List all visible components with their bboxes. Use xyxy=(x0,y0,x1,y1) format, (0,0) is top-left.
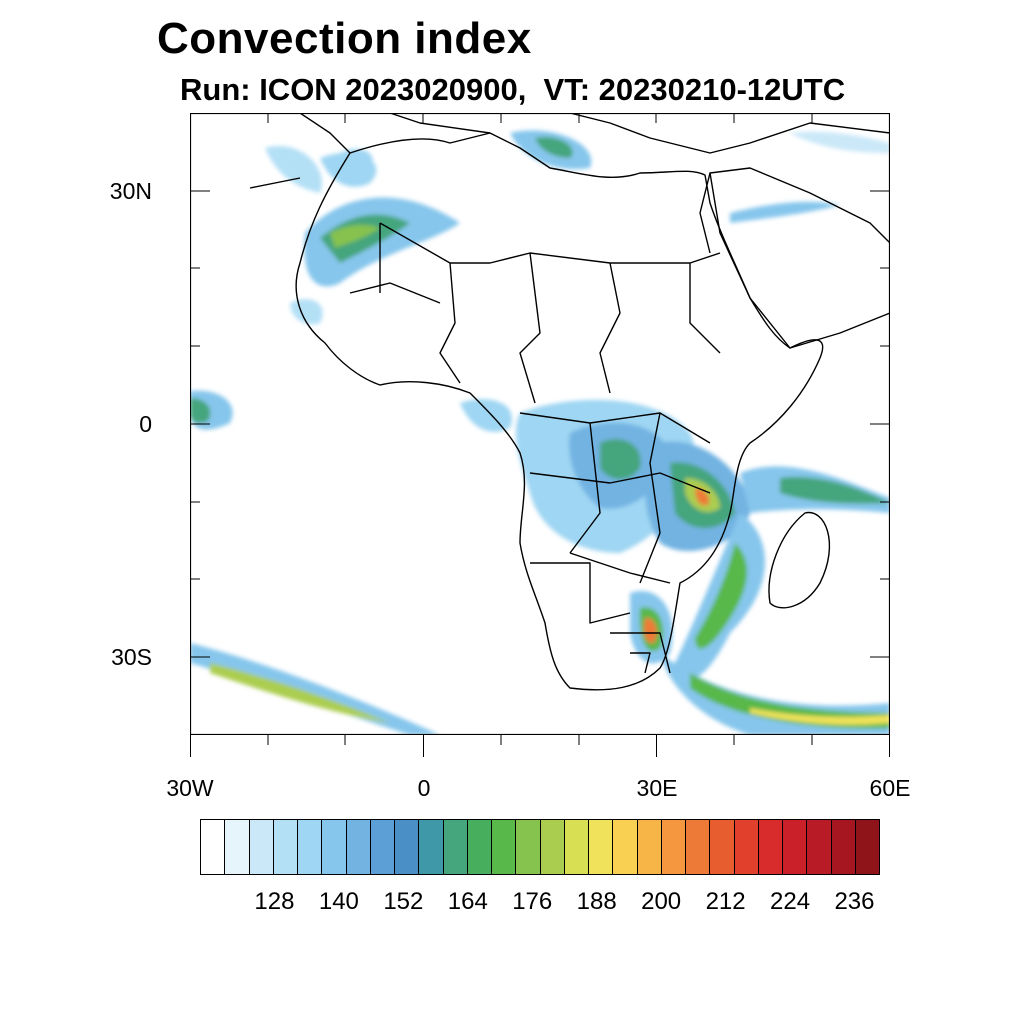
colorbar-label: 212 xyxy=(705,888,746,915)
colorbar-box xyxy=(322,820,347,874)
colorbar-box xyxy=(734,820,759,874)
convection-field xyxy=(190,130,890,735)
colorbar-box xyxy=(273,820,298,874)
colorbar-box xyxy=(540,820,565,874)
colorbar-label: 140 xyxy=(318,888,359,915)
colorbar-box xyxy=(346,820,371,874)
tick-marks xyxy=(190,113,890,658)
colorbar-label: 224 xyxy=(770,888,811,915)
lat-label-0: 0 xyxy=(139,411,152,437)
colorbar-box xyxy=(225,820,250,874)
lon-label-60e: 60E xyxy=(869,775,911,801)
colorbar-box xyxy=(758,820,783,874)
bottom-ticks xyxy=(190,735,890,757)
colorbar-box xyxy=(686,820,711,874)
lat-label-30n: 30N xyxy=(109,178,152,204)
colorbar-box xyxy=(637,820,662,874)
colorbar-box xyxy=(564,820,589,874)
colorbar-label: 152 xyxy=(383,888,424,915)
coastlines-borders xyxy=(249,113,890,691)
colorbar xyxy=(200,819,880,875)
map-title: Convection index xyxy=(157,14,532,63)
colorbar-box xyxy=(492,820,517,874)
colorbar-box xyxy=(589,820,614,874)
colorbar-box xyxy=(661,820,686,874)
colorbar-box xyxy=(710,820,735,874)
colorbar-box xyxy=(443,820,468,874)
colorbar-box xyxy=(783,820,808,874)
colorbar-label: 128 xyxy=(254,888,295,915)
colorbar-box xyxy=(613,820,638,874)
colorbar-box xyxy=(201,820,226,874)
colorbar-box xyxy=(516,820,541,874)
colorbar-box xyxy=(419,820,444,874)
colorbar-box xyxy=(467,820,492,874)
colorbar-box xyxy=(249,820,274,874)
colorbar-box xyxy=(370,820,395,874)
colorbar-box xyxy=(395,820,420,874)
lat-label-30s: 30S xyxy=(111,644,152,670)
colorbar-box xyxy=(298,820,323,874)
map-svg xyxy=(190,113,890,735)
map-border xyxy=(190,113,890,735)
colorbar-box xyxy=(831,820,856,874)
colorbar-box xyxy=(855,820,879,874)
colorbar-label: 200 xyxy=(641,888,682,915)
colorbar-box xyxy=(807,820,832,874)
colorbar-label: 164 xyxy=(447,888,488,915)
colorbar-label: 188 xyxy=(576,888,617,915)
lon-label-30w: 30W xyxy=(166,775,214,801)
map-plot-area xyxy=(190,113,890,735)
lon-label-0: 0 xyxy=(417,775,431,801)
map-subtitle: Run: ICON 2023020900, VT: 20230210-12UTC xyxy=(180,72,846,107)
colorbar-label: 176 xyxy=(512,888,553,915)
colorbar-label: 236 xyxy=(834,888,875,915)
lon-label-30e: 30E xyxy=(636,775,678,801)
